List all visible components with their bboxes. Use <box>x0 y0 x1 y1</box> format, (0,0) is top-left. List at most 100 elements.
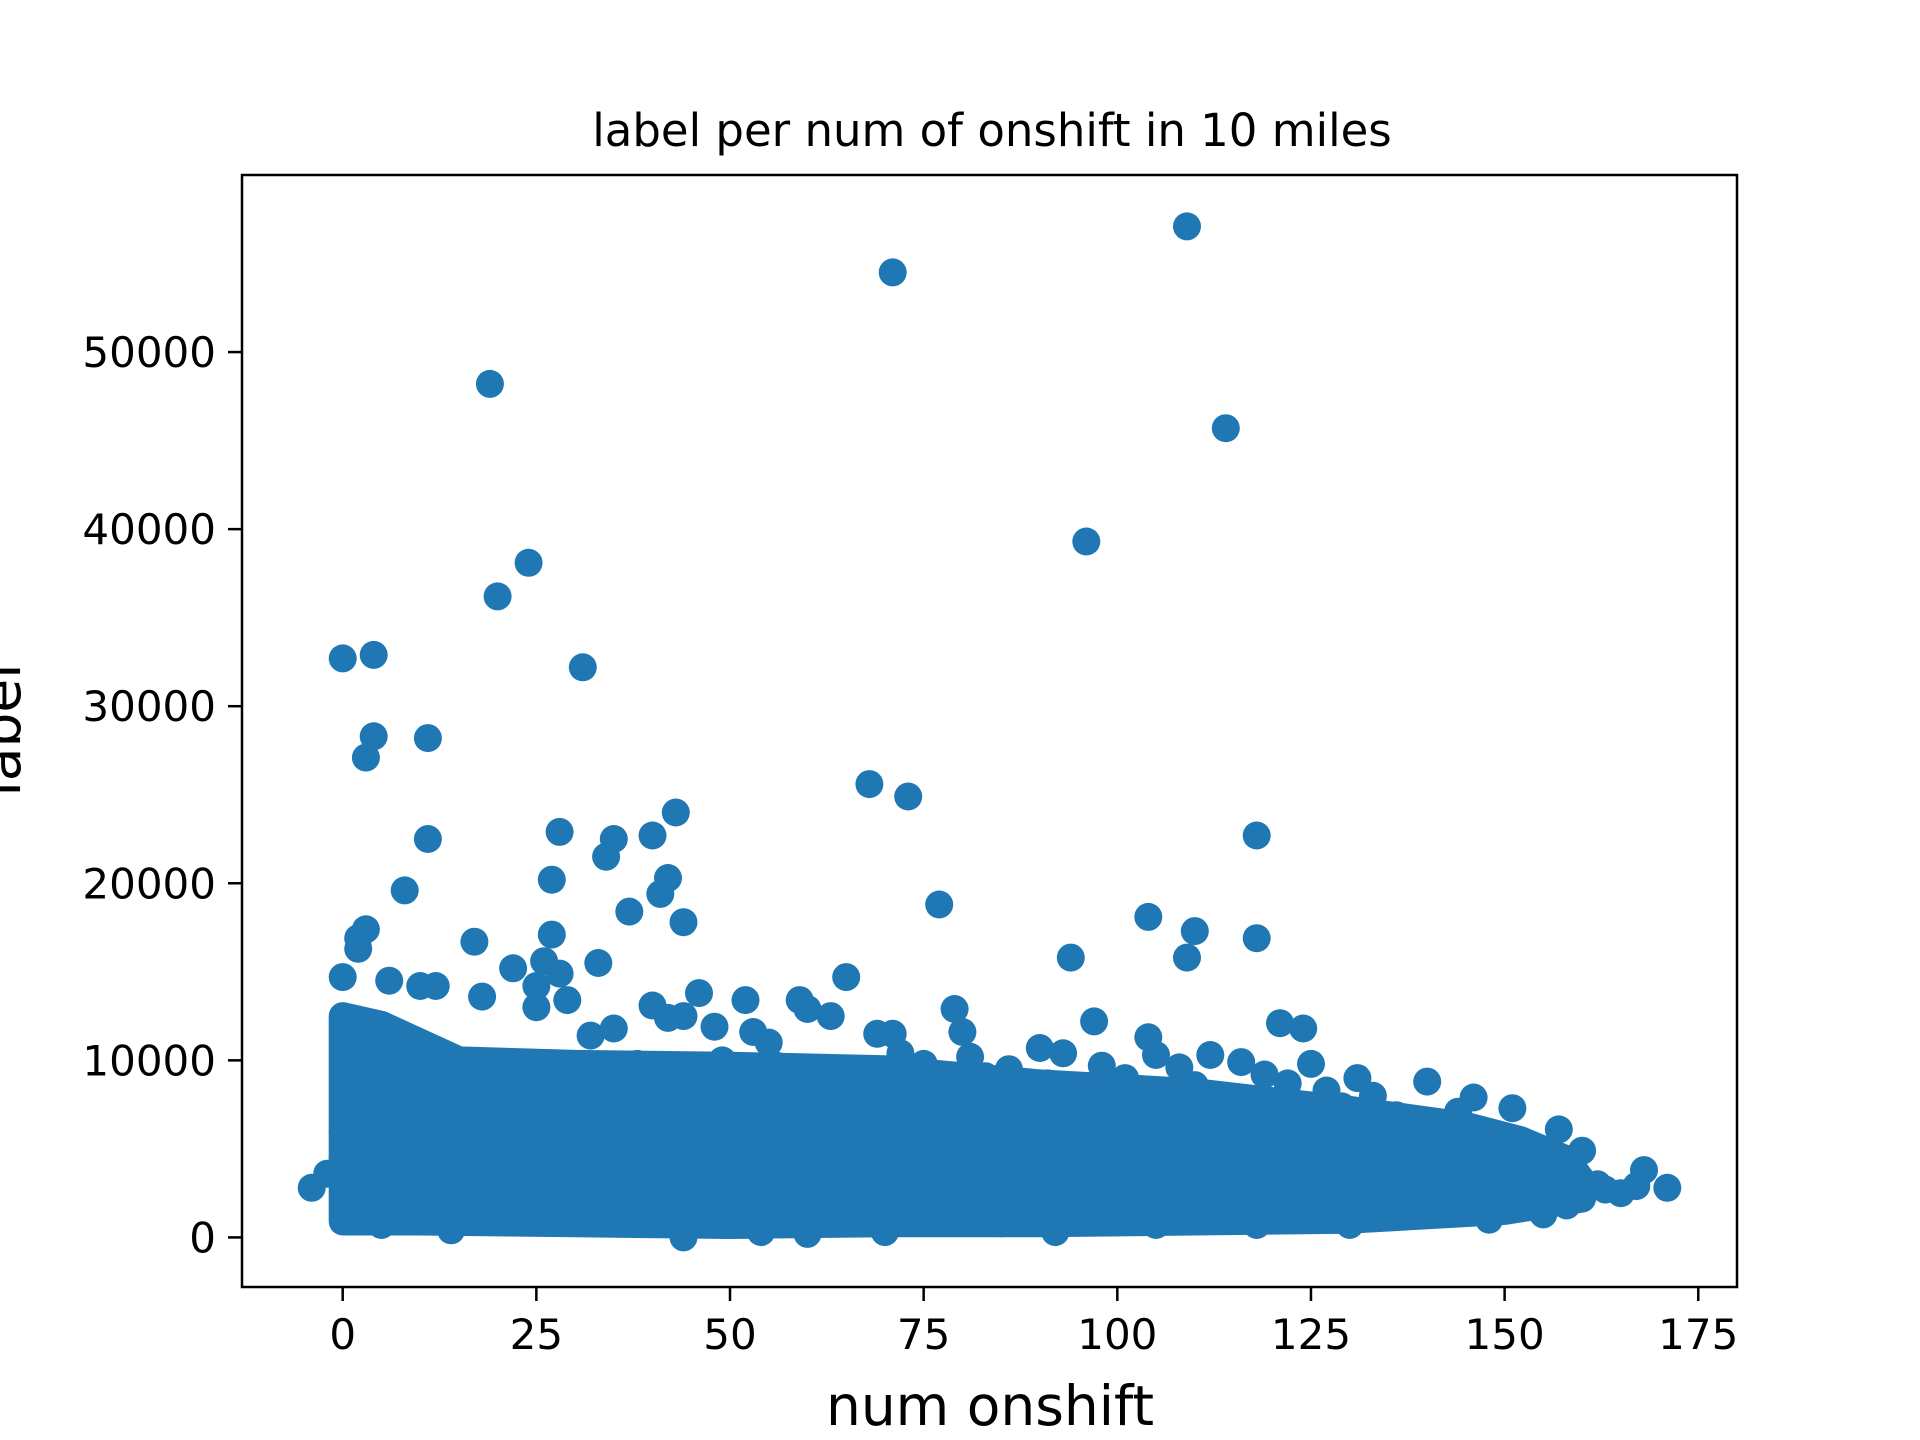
data-point <box>925 890 954 919</box>
data-point <box>584 949 613 977</box>
data-point <box>576 1021 605 1050</box>
data-point <box>475 369 504 398</box>
x-tick-label: 125 <box>1271 1310 1351 1359</box>
x-tick-label: 75 <box>897 1310 950 1359</box>
data-point <box>1173 943 1201 972</box>
y-axis-label: label <box>0 663 33 796</box>
data-point <box>1467 1127 1496 1156</box>
data-point <box>824 1060 853 1089</box>
data-point <box>1025 1034 1054 1062</box>
point-cloud-region <box>328 1002 1597 1239</box>
data-point <box>1529 1200 1558 1229</box>
data-point <box>537 920 566 949</box>
data-point <box>886 1039 915 1068</box>
data-point <box>522 972 551 1000</box>
data-point <box>1242 821 1271 850</box>
data-point <box>437 1216 466 1245</box>
data-point <box>390 876 419 905</box>
data-point <box>421 972 450 1000</box>
data-point <box>522 993 551 1022</box>
data-point <box>971 1062 1000 1091</box>
data-point <box>793 1219 822 1248</box>
data-point <box>553 1207 582 1236</box>
data-point <box>483 582 512 611</box>
data-point <box>1080 1007 1109 1036</box>
data-point <box>855 770 884 799</box>
data-point <box>1552 1191 1581 1220</box>
data-point <box>1653 1173 1682 1202</box>
data-point <box>1087 1051 1116 1080</box>
data-point <box>894 782 923 811</box>
data-point <box>1358 1081 1387 1110</box>
data-point <box>1498 1094 1527 1123</box>
data-point <box>367 1211 396 1239</box>
data-point <box>878 258 907 287</box>
data-point <box>1056 943 1085 972</box>
data-point <box>460 927 489 956</box>
data-point <box>1072 527 1101 556</box>
data-point <box>731 986 760 1015</box>
data-point <box>909 1049 938 1078</box>
data-point <box>1591 1175 1620 1204</box>
data-point <box>1568 1136 1597 1165</box>
data-point <box>1297 1049 1325 1078</box>
data-point <box>1622 1172 1651 1201</box>
x-tick-label: 175 <box>1658 1310 1738 1359</box>
data-point <box>328 963 357 992</box>
data-point <box>1134 902 1163 931</box>
data-point <box>328 644 357 673</box>
data-point <box>1041 1218 1070 1247</box>
x-axis-label: num onshift <box>826 1374 1154 1438</box>
data-point <box>359 722 388 751</box>
x-tick-label: 25 <box>510 1310 563 1359</box>
plot-frame <box>240 173 1739 1289</box>
y-tick-label: 20000 <box>82 859 216 908</box>
data-point <box>1273 1069 1302 1098</box>
data-point <box>1180 917 1209 946</box>
data-point <box>708 1046 737 1075</box>
data-point <box>1327 1092 1356 1121</box>
chart-title: label per num of onshift in 10 miles <box>592 104 1391 157</box>
data-point <box>994 1055 1023 1084</box>
data-point <box>344 934 373 963</box>
data-point <box>1335 1211 1364 1239</box>
data-point <box>1111 1064 1140 1093</box>
data-point <box>1180 1071 1209 1100</box>
data-point <box>754 1028 783 1057</box>
data-point <box>499 954 528 983</box>
y-tick-label: 0 <box>189 1213 216 1262</box>
x-tick-label: 50 <box>703 1310 756 1359</box>
data-point <box>1142 1041 1170 1069</box>
data-point <box>956 1042 985 1071</box>
data-point <box>328 1143 357 1172</box>
data-point <box>328 1117 357 1146</box>
data-point <box>1405 1113 1434 1142</box>
data-point <box>816 1002 845 1031</box>
data-point <box>413 825 442 853</box>
point-cloud <box>328 1002 1597 1239</box>
y-tick-label: 40000 <box>82 505 216 554</box>
data-point <box>1142 1211 1170 1239</box>
data-point <box>1475 1205 1504 1234</box>
data-point <box>351 743 380 772</box>
data-point <box>669 908 698 937</box>
y-axis-ticks: 0 10000 20000 30000 40000 50000 <box>82 328 242 1262</box>
data-points <box>297 212 1682 1252</box>
data-point <box>1211 414 1240 443</box>
x-tick-label: 100 <box>1077 1310 1157 1359</box>
data-point <box>514 548 543 577</box>
data-point <box>778 1067 806 1096</box>
data-point <box>537 865 566 894</box>
data-point <box>1033 1069 1062 1098</box>
data-point <box>1537 1161 1566 1190</box>
data-point <box>599 1014 628 1043</box>
x-tick-label: 150 <box>1465 1310 1545 1359</box>
data-point <box>638 821 667 850</box>
data-point <box>568 653 597 682</box>
data-point <box>545 817 574 846</box>
data-point <box>623 1049 652 1078</box>
data-point <box>1242 924 1271 953</box>
x-axis-ticks: 0 25 50 75 100 125 150 175 <box>329 1287 1738 1359</box>
data-point <box>669 1002 698 1031</box>
data-point <box>1242 1211 1271 1239</box>
